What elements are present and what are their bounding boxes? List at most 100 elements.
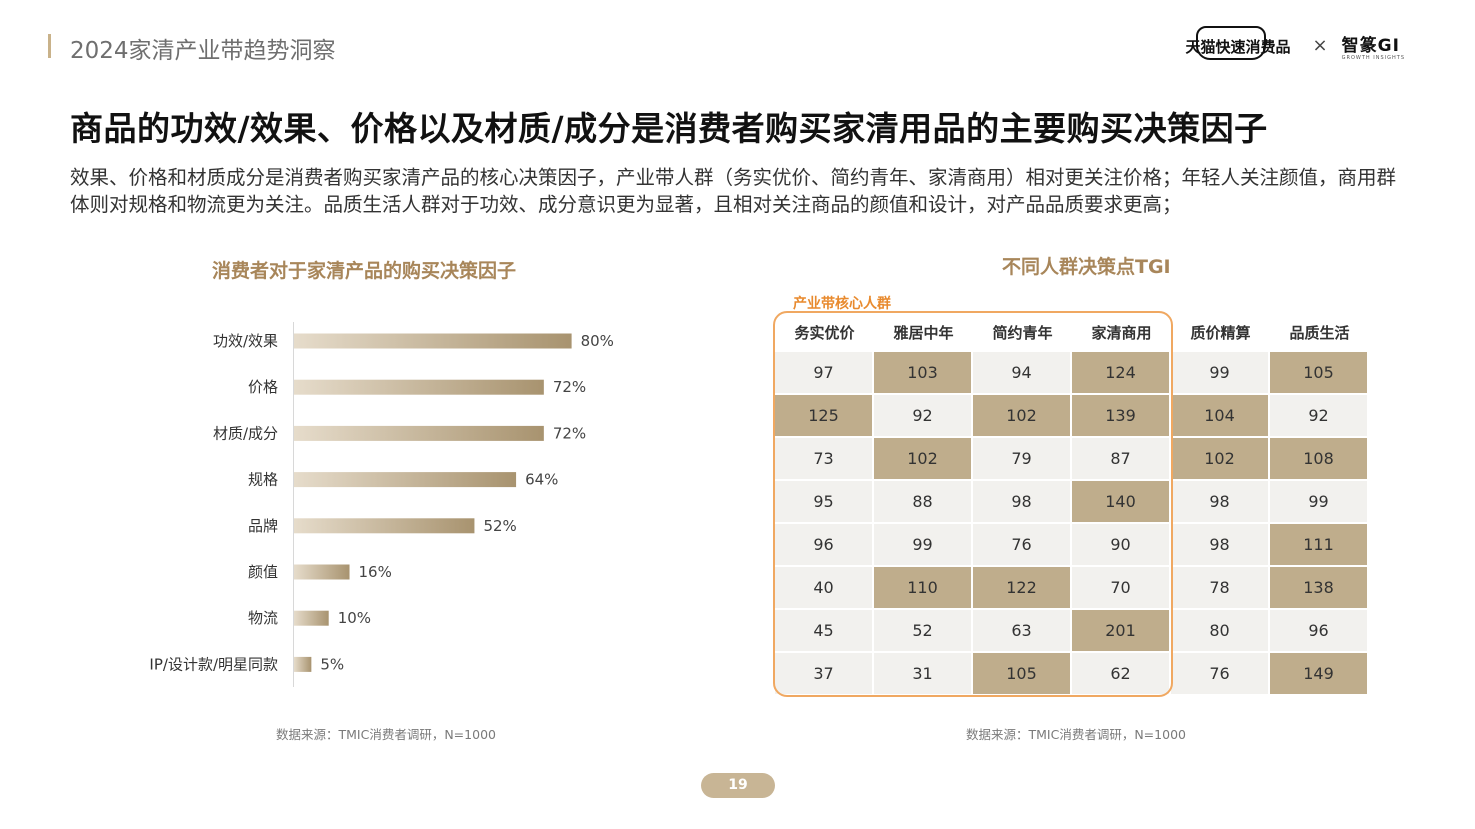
header-title: 2024家清产业带趋势洞察	[70, 38, 336, 64]
bar	[294, 379, 544, 395]
brand-separator: ×	[1312, 35, 1328, 56]
tgi-cell: 99	[874, 524, 973, 567]
bar-chart-title: 消费者对于家清产品的购买决策因子	[212, 260, 517, 282]
tgi-column-header: 质价精算	[1190, 324, 1251, 342]
table-row: 40 110 122 70 78 138	[775, 567, 1369, 610]
tgi-cell: 92	[874, 395, 973, 438]
tgi-cell: 90	[1072, 524, 1171, 567]
bar-value-label: 64%	[525, 471, 558, 489]
tgi-cell: 102	[973, 395, 1072, 438]
tgi-cell: 97	[775, 352, 874, 395]
bar-value-label: 10%	[338, 609, 371, 627]
tgi-cell: 108	[1270, 438, 1369, 481]
bar	[294, 333, 572, 349]
tgi-column-header: 雅居中年	[893, 324, 954, 342]
tgi-cell: 140	[1072, 481, 1171, 524]
tgi-cell: 63	[973, 610, 1072, 653]
bar-value-label: 52%	[483, 517, 516, 535]
tgi-cell: 79	[973, 438, 1072, 481]
tgi-cell: 125	[775, 395, 874, 438]
bar-chart-axis	[293, 322, 294, 687]
tgi-header-row: 务实优价 雅居中年 简约青年 家清商用 质价精算 品质生活	[775, 313, 1369, 352]
tgi-cell: 78	[1171, 567, 1270, 610]
tgi-cell: 80	[1171, 610, 1270, 653]
bar-value-label: 80%	[581, 332, 614, 350]
bar-value-label: 72%	[553, 424, 586, 442]
tgi-cell: 70	[1072, 567, 1171, 610]
bar-value-label: 5%	[320, 655, 344, 673]
bar-category-label: 功效/效果	[213, 332, 278, 350]
tmall-logo: 天猫快速消费品	[1178, 26, 1299, 63]
tgi-cell: 87	[1072, 438, 1171, 481]
page-number: 19	[701, 773, 775, 798]
table-row: 45 52 63 201 80 96	[775, 610, 1369, 653]
tgi-cell: 94	[973, 352, 1072, 395]
table-row: 97 103 94 124 99 105	[775, 352, 1369, 395]
tgi-cell: 98	[973, 481, 1072, 524]
tgi-cell: 31	[874, 653, 973, 696]
bar	[294, 518, 475, 534]
tgi-cell: 96	[775, 524, 874, 567]
tgi-cell: 40	[775, 567, 874, 610]
tgi-cell: 149	[1270, 653, 1369, 696]
bar	[294, 610, 329, 626]
tgi-cell: 122	[973, 567, 1072, 610]
tgi-cell: 104	[1171, 395, 1270, 438]
header-accent-bar	[48, 34, 51, 58]
bar-category-label: 品牌	[248, 517, 278, 535]
bar	[294, 656, 312, 672]
bar	[294, 564, 350, 580]
tgi-cell: 124	[1072, 352, 1171, 395]
tgi-cell: 76	[1171, 653, 1270, 696]
tgi-column-header: 家清商用	[1091, 324, 1152, 342]
page-description: 效果、价格和材质成分是消费者购买家清产品的核心决策因子，产业带人群（务实优价、简…	[70, 166, 1397, 216]
tgi-column-header: 品质生活	[1289, 324, 1350, 342]
bar-chart: 功效/效果 80% 价格 72% 材质/成分 72% 规格 64% 品牌 52% 颜值 16% 物流 10…	[149, 332, 614, 673]
table-row: 37 31 105 62 76 149	[775, 653, 1369, 696]
tgi-cell: 102	[874, 438, 973, 481]
tgi-table: 务实优价 雅居中年 简约青年 家清商用 质价精算 品质生活 97 103 94 124 99 105…	[775, 313, 1369, 696]
brand-logos: 天猫快速消费品 × 智篆GI GROWTH INSIGHTS	[1178, 26, 1405, 63]
bar-category-label: 材质/成分	[213, 424, 278, 442]
tgi-cell: 98	[1171, 481, 1270, 524]
bar-category-label: 颜值	[248, 563, 278, 581]
tgi-cell: 201	[1072, 610, 1171, 653]
tgi-cell: 111	[1270, 524, 1369, 567]
table-row: 96 99 76 90 98 111	[775, 524, 1369, 567]
tgi-cell: 37	[775, 653, 874, 696]
tgi-cell: 52	[874, 610, 973, 653]
tgi-cell: 88	[874, 481, 973, 524]
tgi-cell: 62	[1072, 653, 1171, 696]
tgi-cell: 103	[874, 352, 973, 395]
bar-value-label: 16%	[359, 563, 392, 581]
table-row: 125 92 102 139 104 92	[775, 395, 1369, 438]
bar-category-label: 规格	[248, 471, 278, 489]
core-group-label: 产业带核心人群	[793, 296, 891, 312]
tgi-cell: 105	[973, 653, 1072, 696]
bar	[294, 425, 544, 441]
tgi-cell: 96	[1270, 610, 1369, 653]
tgi-cell: 110	[874, 567, 973, 610]
tgi-cell: 76	[973, 524, 1072, 567]
tgi-cell: 139	[1072, 395, 1171, 438]
tgi-cell: 102	[1171, 438, 1270, 481]
gi-logo: 智篆GI GROWTH INSIGHTS	[1341, 35, 1405, 61]
table-row: 73 102 79 87 102 108	[775, 438, 1369, 481]
table-row: 95 88 98 140 98 99	[775, 481, 1369, 524]
table-title: 不同人群决策点TGI	[1002, 256, 1171, 278]
tgi-cell: 105	[1270, 352, 1369, 395]
bar-value-label: 72%	[553, 378, 586, 396]
page-title: 商品的功效/效果、价格以及材质/成分是消费者购买家清用品的主要购买决策因子	[70, 109, 1268, 148]
bar-chart-source: 数据来源：TMIC消费者调研，N=1000	[276, 727, 496, 742]
tgi-cell: 98	[1171, 524, 1270, 567]
bar-category-label: IP/设计款/明星同款	[149, 655, 278, 673]
table-source: 数据来源：TMIC消费者调研，N=1000	[966, 727, 1186, 742]
tgi-cell: 45	[775, 610, 874, 653]
tgi-column-header: 简约青年	[992, 324, 1053, 342]
bar-category-label: 价格	[248, 378, 278, 396]
bar	[294, 472, 517, 488]
tgi-cell: 99	[1171, 352, 1270, 395]
tgi-cell: 92	[1270, 395, 1369, 438]
tgi-cell: 138	[1270, 567, 1369, 610]
tgi-cell: 95	[775, 481, 874, 524]
